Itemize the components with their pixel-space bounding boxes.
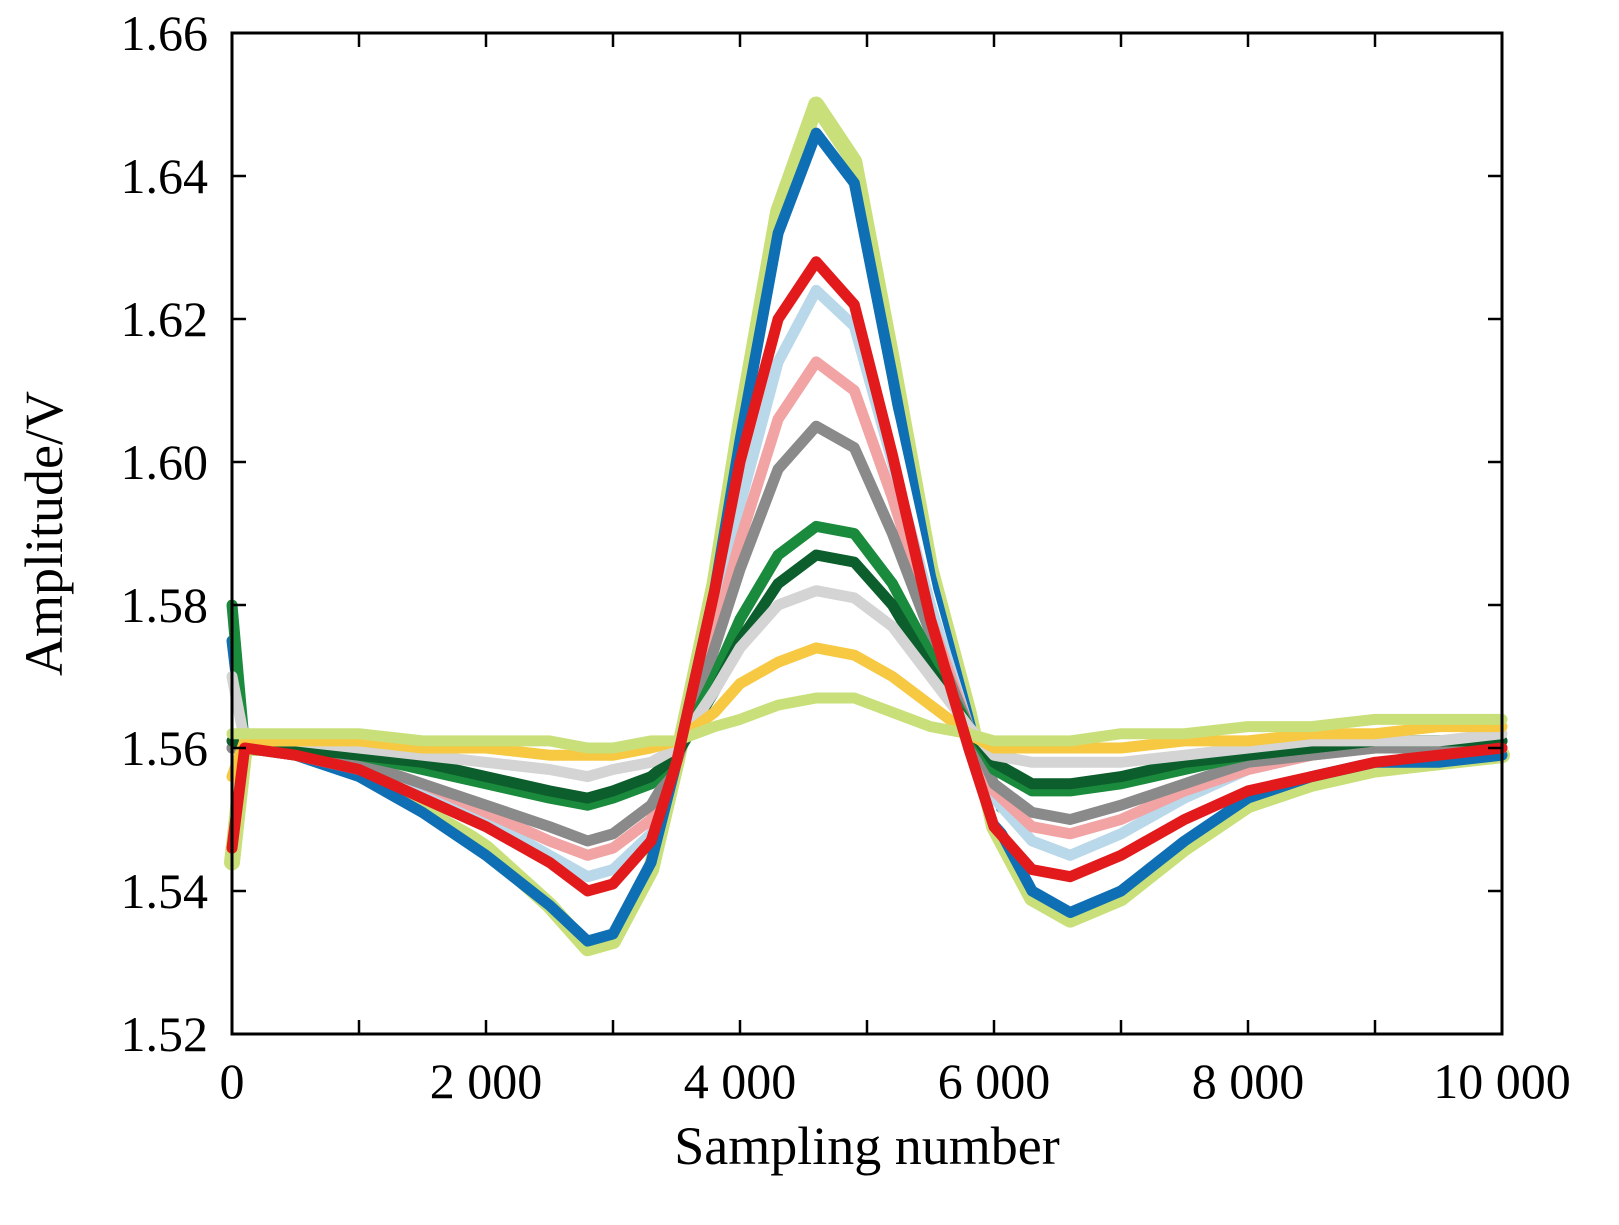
y-tick-label: 1.58 bbox=[121, 577, 209, 633]
y-tick-label: 1.66 bbox=[121, 5, 209, 61]
series-layer bbox=[224, 96, 1510, 957]
series-line-1 bbox=[224, 96, 1510, 957]
x-tick-label: 4 000 bbox=[684, 1053, 797, 1109]
series-line-8 bbox=[226, 549, 1508, 804]
x-tick-label: 8 000 bbox=[1192, 1053, 1305, 1109]
series-line-10 bbox=[226, 642, 1508, 783]
x-tick-label: 10 000 bbox=[1433, 1053, 1571, 1109]
y-tick-label: 1.62 bbox=[121, 291, 209, 347]
x-tick-label: 0 bbox=[220, 1053, 245, 1109]
y-axis-label: Amplitude/V bbox=[14, 391, 74, 676]
y-tick-label: 1.64 bbox=[121, 148, 209, 204]
plot-frame bbox=[230, 31, 1504, 1036]
y-tick-label: 1.54 bbox=[121, 863, 209, 919]
series-line-9 bbox=[226, 585, 1508, 783]
x-tick-label: 6 000 bbox=[938, 1053, 1051, 1109]
y-tick-label: 1.60 bbox=[121, 434, 209, 490]
series-line-11 bbox=[226, 692, 1508, 754]
series-line-6 bbox=[226, 420, 1508, 847]
x-tick-label: 2 000 bbox=[430, 1053, 543, 1109]
series-line-2 bbox=[226, 127, 1508, 947]
y-tick-label: 1.52 bbox=[121, 1006, 209, 1062]
x-axis-label: Sampling number bbox=[674, 1116, 1059, 1176]
y-tick-label: 1.56 bbox=[121, 720, 209, 776]
series-line-12 bbox=[226, 256, 1508, 897]
tick-layer: 0 2 000 4 000 6 000 8 000 10 000 1.52 1.54 1.56 1… bbox=[121, 5, 1571, 1109]
